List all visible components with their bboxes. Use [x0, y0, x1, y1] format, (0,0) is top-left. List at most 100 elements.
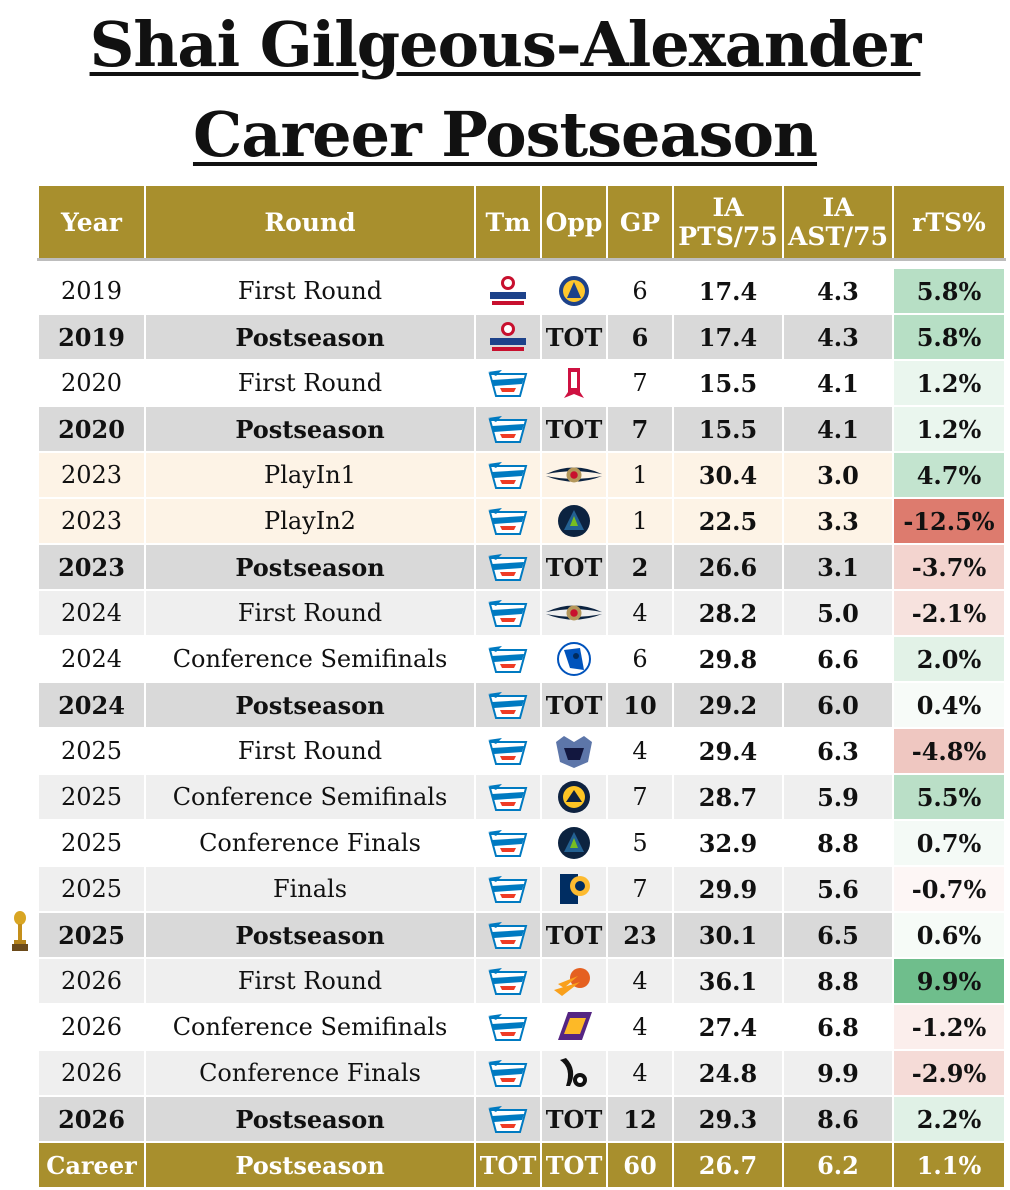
table-row: 2025 Conference Finals 5 32.9 8.8 0.7% — [37, 819, 1006, 867]
cell-year: 2023 — [37, 451, 146, 499]
cell-pts: 22.5 — [672, 497, 784, 545]
cell-ast: 3.1 — [782, 543, 894, 591]
cell-gp: 7 — [606, 773, 674, 821]
cell-pts: 24.8 — [672, 1049, 784, 1097]
thunder-logo — [486, 734, 530, 768]
cell-gp: 7 — [606, 405, 674, 453]
thunder-logo — [486, 826, 530, 860]
cell-opp — [540, 497, 608, 545]
cell-rts: 4.7% — [892, 451, 1006, 499]
table-row: 2023 Postseason TOT 2 26.6 3.1 -3.7% — [37, 543, 1006, 591]
cell-opp: TOT — [540, 911, 608, 959]
thunder-logo — [486, 918, 530, 952]
cell-round: First Round — [144, 957, 476, 1005]
career-pts: 26.7 — [672, 1141, 784, 1189]
cell-round: Postseason — [144, 911, 476, 959]
header-year: Year — [37, 184, 146, 261]
cell-tm — [474, 865, 542, 913]
clippers-logo — [486, 320, 530, 354]
header-ast: IA AST/75 — [782, 184, 894, 261]
cell-opp — [540, 359, 608, 407]
cell-opp — [540, 957, 608, 1005]
header-round: Round — [144, 184, 476, 261]
cell-pts: 28.2 — [672, 589, 784, 637]
table-row: 2025 Postseason TOT 23 30.1 6.5 0.6% — [37, 911, 1006, 959]
table-row: 2026 Conference Finals 4 24.8 9.9 -2.9% — [37, 1049, 1006, 1097]
lakers-logo — [552, 1010, 596, 1044]
cell-round: Postseason — [144, 681, 476, 729]
cell-year: 2026 — [37, 1003, 146, 1051]
cell-opp — [540, 267, 608, 315]
cell-tm — [474, 911, 542, 959]
cell-pts: 29.8 — [672, 635, 784, 683]
cell-ast: 6.8 — [782, 1003, 894, 1051]
cell-opp — [540, 773, 608, 821]
cell-rts: -2.9% — [892, 1049, 1006, 1097]
career-rts: 1.1% — [892, 1141, 1006, 1189]
cell-round: Conference Semifinals — [144, 773, 476, 821]
cell-year: 2026 — [37, 1049, 146, 1097]
opp-text: TOT — [545, 920, 603, 950]
header-opp: Opp — [540, 184, 608, 261]
cell-tm — [474, 773, 542, 821]
cell-tm — [474, 1003, 542, 1051]
cell-tm — [474, 727, 542, 775]
table-row: 2024 Conference Semifinals 6 29.8 6.6 2.0% — [37, 635, 1006, 683]
thunder-logo — [486, 366, 530, 400]
thunder-logo — [486, 872, 530, 906]
header-gp: GP — [606, 184, 674, 261]
cell-opp — [540, 589, 608, 637]
cell-gp: 12 — [606, 1095, 674, 1143]
header-pts-line2: PTS/75 — [678, 222, 778, 251]
cell-gp: 5 — [606, 819, 674, 867]
cell-ast: 4.3 — [782, 313, 894, 361]
rockets-logo — [552, 366, 596, 400]
cell-gp: 6 — [606, 313, 674, 361]
opp-text: TOT — [545, 322, 603, 352]
cell-ast: 6.5 — [782, 911, 894, 959]
cell-rts: 0.4% — [892, 681, 1006, 729]
cell-ast: 4.1 — [782, 359, 894, 407]
thunder-logo — [486, 458, 530, 492]
cell-year: 2025 — [37, 911, 146, 959]
cell-year: 2020 — [37, 359, 146, 407]
career-opp: TOT — [540, 1141, 608, 1189]
header-ast-line2: AST/75 — [788, 222, 888, 251]
cell-gp: 4 — [606, 727, 674, 775]
clippers-logo — [486, 274, 530, 308]
cell-rts: 1.2% — [892, 405, 1006, 453]
cell-gp: 4 — [606, 1049, 674, 1097]
header-row: Year Round Tm Opp GP IA PTS/75 IA AST/75 r… — [37, 184, 1006, 261]
cell-pts: 17.4 — [672, 313, 784, 361]
cell-pts: 29.4 — [672, 727, 784, 775]
cell-opp: TOT — [540, 543, 608, 591]
thunder-logo — [486, 688, 530, 722]
table-row: 2025 First Round 4 29.4 6.3 -4.8% — [37, 727, 1006, 775]
pacers-logo — [552, 872, 596, 906]
thunder-logo — [486, 596, 530, 630]
cell-year: 2026 — [37, 957, 146, 1005]
cell-rts: -12.5% — [892, 497, 1006, 545]
table-row: 2019 First Round 6 17.4 4.3 5.8% — [37, 267, 1006, 315]
thunder-logo — [486, 642, 530, 676]
cell-pts: 30.1 — [672, 911, 784, 959]
cell-round: First Round — [144, 727, 476, 775]
cell-tm — [474, 635, 542, 683]
pelicans-logo — [544, 458, 604, 492]
cell-year: 2026 — [37, 1095, 146, 1143]
cell-tm — [474, 681, 542, 729]
cell-tm — [474, 589, 542, 637]
cell-ast: 9.9 — [782, 1049, 894, 1097]
cell-gp: 4 — [606, 1003, 674, 1051]
thunder-logo — [486, 1102, 530, 1136]
cell-year: 2019 — [37, 267, 146, 315]
cell-ast: 4.1 — [782, 405, 894, 453]
cell-tm — [474, 543, 542, 591]
thunder-logo — [486, 412, 530, 446]
career-gp: 60 — [606, 1141, 674, 1189]
cell-rts: 2.0% — [892, 635, 1006, 683]
cell-round: First Round — [144, 267, 476, 315]
table-row: 2019 Postseason TOT 6 17.4 4.3 5.8% — [37, 313, 1006, 361]
cell-gp: 23 — [606, 911, 674, 959]
cell-rts: 2.2% — [892, 1095, 1006, 1143]
